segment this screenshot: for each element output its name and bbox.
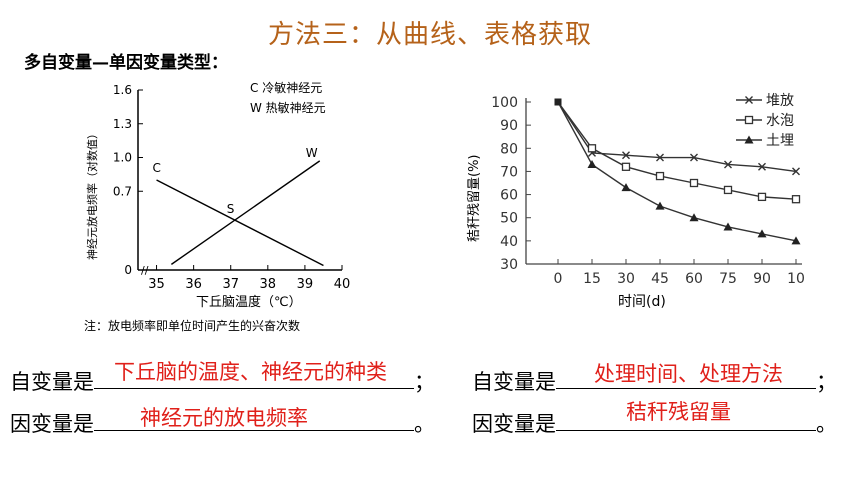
left-ylabel: 神经元放电频率（对数值）: [85, 128, 99, 260]
right-point-x: [656, 153, 664, 162]
left-x-tick-label: 37: [222, 277, 239, 292]
right-y-tick-label: 30: [500, 257, 518, 273]
right-iv-answer: 处理时间、处理方法: [594, 362, 783, 386]
right-iv-row: 自变量是 ；: [472, 366, 837, 396]
right-dv-end: 。: [816, 412, 837, 436]
left-series-line: [170, 160, 321, 265]
left-series-label: C: [153, 161, 161, 175]
right-point-triangle: [757, 229, 767, 238]
right-point-triangle: [723, 222, 733, 231]
left-dv-answer: 神经元的放电频率: [140, 406, 308, 430]
right-dv-blank[interactable]: [556, 408, 816, 431]
right-iv-end: ；: [816, 370, 837, 394]
right-ylabel: 秸秆残留量(%): [467, 155, 482, 243]
right-point-x: [622, 151, 630, 160]
left-intersection-label: S: [227, 202, 235, 216]
right-point-square: [621, 162, 631, 171]
right-dv-row: 因变量是 。: [472, 408, 837, 438]
right-point-square: [791, 195, 801, 204]
neuron-firing-chart: 神经元放电频率（对数值） // 0 0.7 1.0 1.3 1.6 35 36 37 38 39 40…: [84, 80, 350, 333]
left-y-tick-label: 0: [124, 263, 132, 277]
right-legend-label: 水泡: [766, 113, 794, 129]
left-x-tick-label: 35: [148, 277, 165, 292]
right-x-tick-label: 75: [719, 271, 737, 287]
right-point-square: [587, 144, 597, 153]
right-x-tick-label: 0: [554, 271, 563, 287]
right-point-x: [792, 167, 800, 176]
right-y-tick-label: 70: [500, 164, 518, 180]
right-series-line: [557, 101, 797, 242]
left-iv-row: 自变量是 ；: [10, 366, 435, 396]
left-dv-end: 。: [414, 412, 435, 436]
right-y-tick-label: 90: [500, 118, 518, 134]
left-xlabel: 下丘脑温度（℃）: [196, 294, 302, 310]
right-y-tick-label: 50: [500, 211, 518, 227]
left-y-tick-label: 1.0: [113, 151, 132, 165]
left-dv-row: 因变量是 。: [10, 408, 435, 438]
right-point-triangle: [744, 135, 754, 144]
right-point-triangle: [655, 201, 665, 210]
left-legend-w: W 热敏神经元: [250, 100, 326, 115]
left-series-label: W: [306, 146, 318, 160]
left-x-tick-label: 36: [185, 277, 202, 292]
right-point-triangle: [689, 213, 699, 222]
left-x-tick-label: 40: [334, 277, 351, 292]
slide-title: 方法三：从曲线、表格获取: [267, 20, 592, 50]
right-point-x: [724, 160, 732, 169]
slide-subtitle: 多自变量—单因变量类型：: [24, 53, 228, 73]
left-y-tick-label: 1.3: [113, 117, 132, 131]
left-x-tick-label: 39: [297, 277, 314, 292]
left-dv-label: 因变量是: [10, 412, 94, 436]
left-plot-area: // 0 0.7 1.0 1.3 1.6 35 36 37 38 39 40 C W S: [113, 83, 350, 292]
right-point-square: [757, 192, 767, 202]
right-legend-label: 土埋: [766, 133, 794, 149]
right-point-square: [655, 171, 665, 181]
left-x-tick-label: 38: [260, 277, 277, 292]
right-point-x: [690, 153, 698, 162]
right-legend-label: 堆放: [766, 93, 794, 109]
straw-residue-chart: 秸秆残留量(%) 30 40 50 60 70 80 90 100 0 15 30 45 60 75 90 1…: [467, 93, 805, 310]
left-axis-break: //: [141, 264, 149, 277]
left-series-line: [156, 179, 324, 267]
right-y-tick-label: 40: [500, 234, 518, 250]
right-iv-blank[interactable]: [556, 366, 816, 389]
right-point-x: [758, 162, 766, 171]
right-point-triangle: [621, 183, 631, 192]
right-x-tick-label: 30: [617, 271, 635, 287]
right-point-triangle: [587, 159, 597, 168]
right-x-tick-label: 15: [583, 271, 601, 287]
right-point-start: [554, 98, 562, 106]
right-series-line: [557, 101, 797, 200]
right-x-tick-label: 10: [787, 271, 805, 287]
right-series-line: [557, 101, 797, 173]
left-dv-blank[interactable]: [94, 408, 414, 431]
right-y-tick-label: 100: [491, 95, 518, 111]
left-iv-label: 自变量是: [10, 370, 94, 394]
right-y-tick-label: 80: [500, 141, 518, 157]
right-point-square: [723, 185, 733, 195]
left-y-tick-label: 0.7: [113, 184, 132, 198]
right-x-tick-label: 60: [685, 271, 703, 287]
right-point-triangle: [791, 236, 801, 245]
right-xlabel: 时间(d): [618, 294, 666, 310]
left-iv-blank[interactable]: [94, 366, 414, 389]
right-iv-label: 自变量是: [472, 370, 556, 394]
right-point-square: [689, 178, 699, 188]
right-dv-label: 因变量是: [472, 412, 556, 436]
right-x-tick-label: 45: [651, 271, 669, 287]
right-dv-answer: 秸秆残留量: [626, 400, 731, 424]
right-y-tick-label: 60: [500, 188, 518, 204]
right-x-tick-label: 90: [753, 271, 771, 287]
right-point-square: [744, 115, 754, 125]
left-iv-answer: 下丘脑的温度、神经元的种类: [114, 360, 387, 384]
left-legend-c: C 冷敏神经元: [250, 80, 322, 95]
left-y-tick-label: 1.6: [113, 83, 132, 97]
left-note: 注：放电频率即单位时间产生的兴奋次数: [84, 318, 300, 333]
right-point-x: [745, 96, 753, 104]
left-iv-end: ；: [414, 370, 435, 394]
